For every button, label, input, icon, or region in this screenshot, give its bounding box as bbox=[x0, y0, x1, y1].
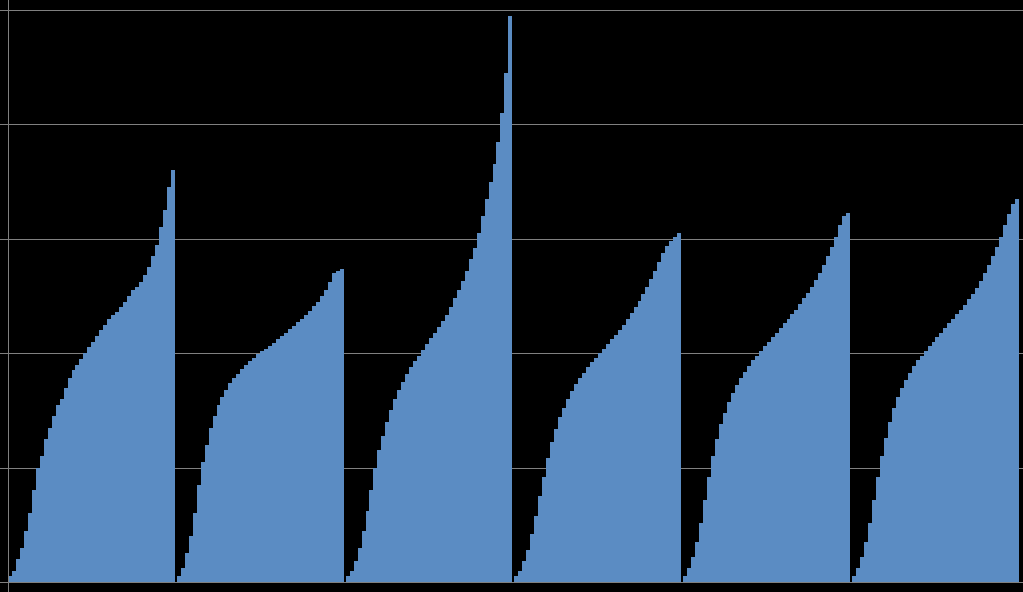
bar bbox=[846, 213, 850, 583]
bar bbox=[1015, 199, 1019, 582]
group-3 bbox=[346, 10, 513, 582]
y-axis bbox=[8, 0, 9, 592]
group-6 bbox=[852, 10, 1019, 582]
bar-chart bbox=[0, 0, 1023, 592]
group-5 bbox=[683, 10, 850, 582]
group-1 bbox=[8, 10, 175, 582]
bar bbox=[171, 170, 175, 582]
bar bbox=[508, 16, 512, 582]
bars-container bbox=[0, 0, 1023, 592]
bar bbox=[677, 233, 681, 582]
group-4 bbox=[514, 10, 681, 582]
plot-area bbox=[0, 0, 1023, 592]
group-2 bbox=[177, 10, 344, 582]
bar bbox=[340, 269, 344, 582]
x-axis bbox=[0, 582, 1023, 583]
